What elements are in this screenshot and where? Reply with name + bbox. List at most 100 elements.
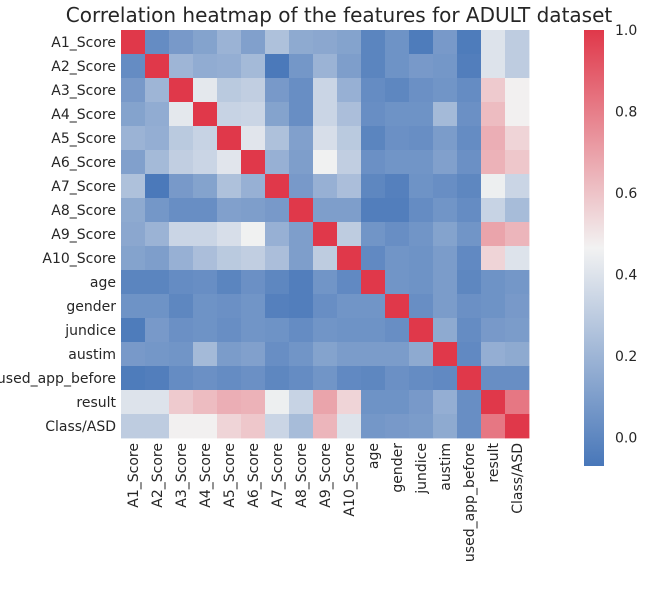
heatmap-cell [409,270,434,295]
heatmap-cell [337,414,362,439]
heatmap-cell [457,270,482,295]
heatmap-cell [361,126,386,151]
heatmap-cell [385,30,410,55]
y-tick-label: A1_Score [51,35,116,51]
heatmap-cell [313,78,338,103]
heatmap-cell [337,126,362,151]
heatmap-cell [169,102,194,127]
heatmap-cell [457,366,482,391]
colorbar-tick-label: 1.0 [615,23,637,39]
y-tick-label: A3_Score [51,83,116,99]
heatmap-cell [409,414,434,439]
x-tick-label: gender [390,443,406,493]
heatmap-cell [217,294,242,319]
heatmap-cell [385,54,410,79]
heatmap-cell [433,54,458,79]
heatmap-cell [241,342,266,367]
heatmap-cell [193,54,218,79]
heatmap-cell [361,414,386,439]
colorbar-gradient [584,30,604,466]
heatmap-cell [409,318,434,343]
heatmap-cell [313,222,338,247]
heatmap-cell [313,366,338,391]
heatmap-cell [145,294,170,319]
y-tick-label: result [76,395,116,411]
heatmap-cell [313,150,338,175]
heatmap-cell [385,366,410,391]
heatmap-cell [433,318,458,343]
heatmap-cell [265,198,290,223]
heatmap-cell [457,318,482,343]
heatmap-cell [241,222,266,247]
heatmap-cell [433,294,458,319]
heatmap-cell [145,126,170,151]
heatmap-cell [265,318,290,343]
heatmap-cell [361,270,386,295]
y-tick-label: jundice [64,323,116,339]
heatmap-cell [457,198,482,223]
heatmap-cell [289,246,314,271]
heatmap-cell [217,174,242,199]
heatmap-cell [457,294,482,319]
heatmap-cell [505,102,530,127]
x-tick-label: A9_Score [318,443,334,508]
heatmap-cell [505,270,530,295]
heatmap-cell [169,174,194,199]
heatmap-cell [505,30,530,55]
heatmap-cell [289,342,314,367]
heatmap-cell [241,54,266,79]
heatmap-cell [169,222,194,247]
heatmap-cell [481,390,506,415]
heatmap-cell [289,366,314,391]
heatmap-cell [481,78,506,103]
heatmap-cell [457,54,482,79]
heatmap-cell [217,126,242,151]
x-tick-label: used_app_before [462,443,478,562]
heatmap-cell [169,342,194,367]
heatmap-cell [145,246,170,271]
heatmap-cell [265,414,290,439]
heatmap-cell [409,150,434,175]
heatmap-cell [481,54,506,79]
y-tick-label: used_app_before [0,371,116,387]
heatmap-cell [505,318,530,343]
heatmap-cell [457,30,482,55]
heatmap-cell [217,414,242,439]
heatmap-cell [433,246,458,271]
heatmap-cell [145,342,170,367]
heatmap-cell [193,30,218,55]
heatmap-cell [241,318,266,343]
heatmap-cell [121,30,146,55]
heatmap-cell [409,246,434,271]
heatmap-cell [241,126,266,151]
heatmap-cell [265,246,290,271]
heatmap-cell [481,30,506,55]
y-tick-label: A7_Score [51,179,116,195]
heatmap-cell [505,390,530,415]
heatmap-cell [289,270,314,295]
heatmap-cell [169,78,194,103]
heatmap-cell [193,342,218,367]
heatmap-cell [505,342,530,367]
heatmap-cell [169,198,194,223]
heatmap-cell [169,30,194,55]
heatmap-cell [481,126,506,151]
heatmap-cell [193,78,218,103]
heatmap-cell [169,366,194,391]
heatmap-cell [337,30,362,55]
heatmap-cell [121,78,146,103]
heatmap-cell [433,414,458,439]
x-tick-label: jundice [414,443,430,495]
heatmap-cell [145,366,170,391]
heatmap-cell [217,366,242,391]
y-axis-tick-labels: A1_Score A2_Score A3_Score A4_Score A5_Score… [0,35,117,435]
heatmap-cell [385,318,410,343]
heatmap-cell [505,78,530,103]
heatmap-cell [241,30,266,55]
heatmap-cell [217,246,242,271]
y-tick-label: gender [66,299,116,315]
heatmap-cell [433,174,458,199]
x-tick-label: A10_Score [342,443,358,517]
heatmap-cell [457,246,482,271]
